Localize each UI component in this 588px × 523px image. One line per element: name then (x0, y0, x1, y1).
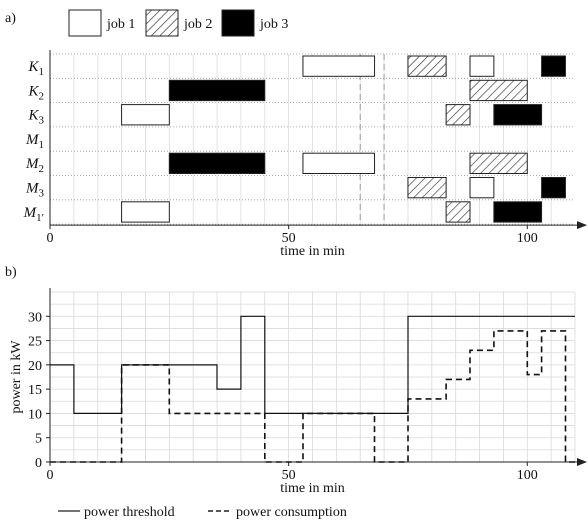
row-label: K1 (27, 59, 44, 78)
legend-swatch-job-2 (145, 9, 179, 37)
y-tick-label: 10 (28, 407, 42, 422)
gantt-bar-job-2 (445, 201, 471, 223)
gantt-chart: 0 50 100 time in min K1 K2 K3 M1 M2 M3 M1′ (23, 50, 587, 259)
legend-label-job-2: job 2 (183, 17, 212, 32)
y-tick-label: 0 (35, 456, 42, 471)
legend-swatch-job-1 (68, 9, 102, 37)
x-tick-label: 100 (517, 468, 538, 483)
row-label: K2 (27, 83, 44, 102)
legend-swatch-job-3 (221, 9, 255, 37)
panel-a-tag: a) (5, 11, 16, 26)
gantt-bar-job-3 (541, 177, 566, 199)
row-label: M1 (25, 132, 44, 151)
legend-label-job-3: job 3 (259, 17, 288, 32)
gantt-bar-job-2 (445, 104, 471, 126)
legend-label-power-threshold: power threshold (84, 505, 175, 520)
gantt-bar-job-3 (168, 79, 266, 102)
series-line-power-threshold (50, 315, 575, 414)
legend-label-job-1: job 1 (106, 17, 135, 32)
row-label: M3 (25, 181, 45, 200)
gantt-legend: job 1 job 2 job 3 (68, 9, 288, 37)
gantt-bar-job-1 (469, 177, 495, 199)
power-chart: 0 5 10 15 20 25 30 0 50 100 time in min power in kW (9, 288, 587, 496)
x-tick-label: 50 (282, 468, 296, 483)
gantt-bar-job-2 (407, 177, 447, 199)
x-tick-label: 0 (47, 468, 54, 483)
x-tick-label: 50 (282, 231, 296, 246)
y-tick-label: 5 (35, 432, 42, 447)
y-axis-label: power in kW (9, 340, 24, 414)
power-legend: power threshold power consumption (58, 505, 347, 520)
y-tick-label: 25 (28, 335, 42, 350)
y-tick-label: 20 (28, 359, 42, 374)
y-tick-label: 15 (28, 383, 42, 398)
x-axis-label: time in min (280, 481, 345, 496)
panel-b-tag: b) (5, 265, 17, 280)
row-label: K3 (27, 108, 44, 127)
x-tick-label: 0 (47, 231, 54, 246)
x-tick-label: 100 (517, 231, 538, 246)
gantt-bar-job-2 (469, 152, 528, 174)
gantt-bar-job-3 (493, 104, 543, 126)
gantt-bar-job-2 (469, 79, 528, 102)
gantt-bar-job-3 (493, 201, 543, 223)
gantt-bar-job-1 (302, 55, 376, 77)
legend-label-power-consumption: power consumption (236, 505, 347, 520)
y-tick-label: 30 (28, 310, 42, 325)
gantt-bar-job-1 (469, 55, 495, 77)
row-label: M2 (25, 156, 44, 175)
gantt-bar-job-1 (121, 201, 170, 223)
gantt-bar-job-1 (302, 152, 376, 174)
gantt-bar-job-3 (168, 152, 266, 174)
gantt-bar-job-2 (407, 55, 447, 77)
row-label: M1′ (23, 205, 44, 224)
gantt-bar-job-3 (541, 55, 566, 77)
x-axis-label: time in min (280, 244, 345, 259)
gantt-bar-job-1 (121, 104, 170, 126)
series-line-power-consumption (50, 330, 575, 463)
